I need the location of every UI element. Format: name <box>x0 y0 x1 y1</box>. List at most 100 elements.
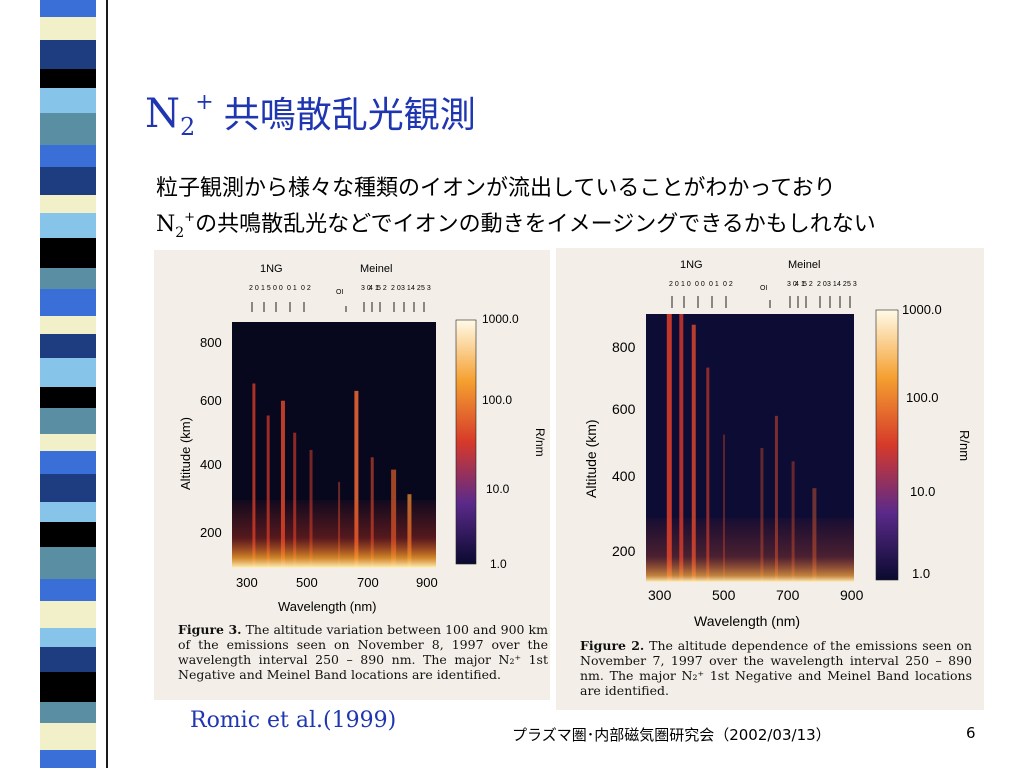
band-oi-label: OI <box>760 285 767 292</box>
band-digit-label: 0 1 <box>709 281 719 288</box>
emission-streak <box>679 314 684 582</box>
colorbar-tick: 1000.0 <box>482 312 519 326</box>
deco-block <box>40 334 96 358</box>
band-digit-label: 5 2 <box>803 281 813 288</box>
band-digit-label: 5 3 <box>421 285 431 292</box>
y-tick: 800 <box>612 339 636 355</box>
emission-streak <box>266 415 270 568</box>
deco-block <box>40 68 96 88</box>
body-line-2: N2+の共鳴散乱光などでイオンの動きをイメージングできるかもしれない <box>156 210 876 241</box>
x-tick: 500 <box>712 587 736 603</box>
citation: Romic et al.(1999) <box>190 708 397 733</box>
colorbar-tick: 100.0 <box>906 390 939 405</box>
emission-streak <box>280 400 285 568</box>
colorbar-tick: 1000.0 <box>902 302 942 317</box>
colorbar-tick: 1.0 <box>490 557 507 571</box>
y-tick: 400 <box>200 457 222 472</box>
y-tick: 600 <box>200 393 222 408</box>
x-axis-label: Wavelength (nm) <box>278 599 377 614</box>
emission-streak <box>354 390 359 568</box>
deco-block <box>40 547 96 579</box>
colorbar-tick: 1.0 <box>912 566 930 581</box>
band-digit-label: 4 2 <box>837 281 847 288</box>
band-digit-label: 2 0 <box>817 281 827 288</box>
deco-block <box>40 213 96 238</box>
colorbar <box>455 319 477 565</box>
colorbar-tick: 100.0 <box>482 393 512 407</box>
x-tick: 300 <box>648 587 672 603</box>
deco-block <box>40 87 96 114</box>
colorbar-label: R/nm <box>957 430 972 461</box>
deco-block <box>40 144 96 167</box>
footer-text: プラズマ圏･内部磁気圏研究会（2002/03/13） <box>512 726 831 744</box>
band-digit-label: 5 2 <box>377 285 387 292</box>
colorbar <box>875 309 899 581</box>
band-digit-label: 0 2 <box>723 281 733 288</box>
deco-block <box>40 113 96 145</box>
band-digit-label: 1 5 <box>261 285 271 292</box>
y-tick: 600 <box>612 401 636 417</box>
x-tick: 300 <box>236 575 258 590</box>
deco-block <box>40 16 96 40</box>
band-digit-label: 4 1 <box>369 285 379 292</box>
emission-streak <box>774 415 778 582</box>
y-tick: 200 <box>612 543 636 559</box>
deco-block <box>40 647 96 672</box>
band-digit-label: 2 0 <box>249 285 259 292</box>
band-label-meinel: Meinel <box>360 263 392 275</box>
colorbar-tick: 10.0 <box>910 484 935 499</box>
y-axis-label: Altitude (km) <box>583 419 599 498</box>
emission-streak <box>252 383 256 568</box>
deco-block <box>40 578 96 601</box>
colorbar-label: R/nm <box>533 428 547 457</box>
band-digit-label: 4 2 <box>411 285 421 292</box>
deco-block <box>40 407 96 434</box>
band-digit-label: 0 2 <box>301 285 311 292</box>
band-label-1ng: 1NG <box>260 263 283 275</box>
deco-block <box>40 628 96 648</box>
slide-title: N2+ 共鳴散乱光観測 <box>145 90 476 141</box>
band-digit-label: 0 0 <box>273 285 283 292</box>
emission-streak <box>760 448 764 582</box>
band-digit-label: 4 1 <box>795 281 805 288</box>
x-tick: 700 <box>776 587 800 603</box>
deco-block <box>40 237 96 269</box>
y-tick: 800 <box>200 335 222 350</box>
figure-2-caption: Figure 2. The altitude dependence of the… <box>580 638 972 698</box>
deco-block <box>40 502 96 522</box>
deco-block <box>40 671 96 703</box>
deco-block <box>40 289 96 317</box>
figure-3-caption: Figure 3. The altitude variation between… <box>178 622 548 682</box>
deco-block <box>40 723 96 751</box>
deco-block <box>40 473 96 503</box>
deco-block <box>40 39 96 69</box>
y-tick: 400 <box>612 468 636 484</box>
band-digit-label: 0 1 <box>287 285 297 292</box>
band-digit-label: 3 0 <box>361 285 371 292</box>
band-digit-label: 3 1 <box>401 285 411 292</box>
deco-block <box>40 433 96 451</box>
y-tick: 200 <box>200 525 222 540</box>
emission-streak <box>691 324 696 582</box>
band-digit-label: 2 0 <box>391 285 401 292</box>
emission-streak <box>706 367 710 582</box>
y-axis-label: Altitude (km) <box>178 417 193 490</box>
x-tick: 900 <box>416 575 438 590</box>
x-axis-label: Wavelength (nm) <box>694 613 800 629</box>
x-tick: 900 <box>840 587 864 603</box>
band-digit-label: 1 0 <box>681 281 691 288</box>
band-digit-label: 5 3 <box>847 281 857 288</box>
deco-block <box>40 194 96 214</box>
deco-block <box>40 166 96 195</box>
band-digit-label: 3 0 <box>787 281 797 288</box>
band-label-1ng: 1NG <box>680 259 703 271</box>
band-digit-label: 0 0 <box>695 281 705 288</box>
deco-block <box>40 750 96 768</box>
decorative-side-bar <box>40 0 108 768</box>
emission-streak <box>722 434 725 582</box>
